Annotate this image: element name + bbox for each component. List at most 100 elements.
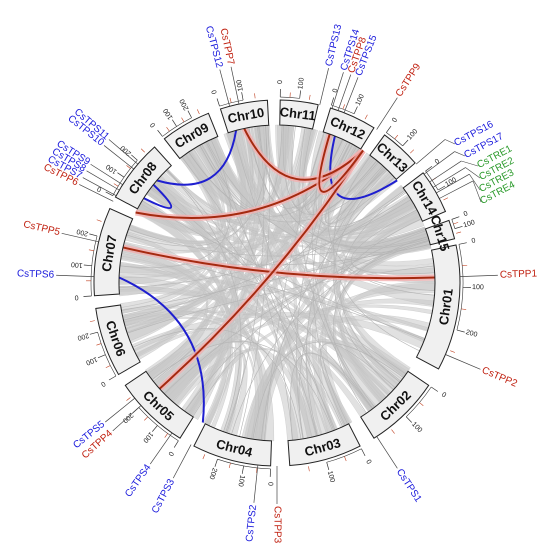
gene-leader-line <box>82 177 117 196</box>
tick-axis <box>217 458 271 470</box>
tick-mark <box>331 97 335 106</box>
chromosome-box <box>279 99 319 130</box>
tick-mark <box>299 90 301 99</box>
chromosome-box <box>322 107 375 150</box>
minor-tick <box>229 97 232 103</box>
synteny-line <box>166 169 242 432</box>
tick-mark <box>458 242 467 245</box>
minor-tick <box>450 350 456 353</box>
link-cstpp5-cstpp1 <box>122 246 435 280</box>
synteny-line <box>263 132 325 441</box>
tick-mark <box>405 416 413 423</box>
tick-label: 0 <box>266 482 273 486</box>
tick-mark <box>451 216 460 220</box>
tick-mark <box>131 154 138 161</box>
tick-label: 200 <box>76 331 89 341</box>
tick-label: 100 <box>85 355 99 366</box>
chromosome-label: Chr07 <box>99 234 120 273</box>
gene-leader-line <box>465 167 481 179</box>
gene-leader-line <box>376 436 398 469</box>
gene-label: CsTPP3 <box>272 506 283 544</box>
gene-leader-line <box>444 139 456 145</box>
chromosome-label: Chr11 <box>279 104 317 123</box>
minor-tick <box>461 308 467 310</box>
gene-leader-line <box>86 170 120 191</box>
chromosome-box <box>95 304 141 376</box>
gene-leader-line <box>343 77 359 113</box>
link-cstps11-cstps12 <box>156 130 238 186</box>
chromosome-box <box>402 172 447 222</box>
synteny-line <box>232 131 335 431</box>
tick-label: 0 <box>99 379 106 387</box>
tick-label: 0 <box>211 89 219 95</box>
gene-leader-line <box>331 72 344 109</box>
tick-mark <box>89 331 98 335</box>
tick-label: 0 <box>149 121 157 128</box>
gene-leader-line <box>230 66 240 105</box>
tick-mark <box>326 462 330 471</box>
link-cstpp4-cstpp9 <box>158 149 364 390</box>
synteny-line <box>289 352 373 441</box>
synteny-line <box>260 177 396 441</box>
tick-label: 100 <box>297 77 305 90</box>
synteny-line <box>333 169 394 390</box>
minor-tick <box>144 416 149 421</box>
tick-label: 0 <box>277 80 284 84</box>
synteny-line <box>188 146 358 217</box>
tick-mark <box>105 191 113 196</box>
synteny-line <box>141 200 425 341</box>
chromosome-label: Chr01 <box>436 287 456 326</box>
gene-leader-line <box>472 180 482 203</box>
synteny-line <box>119 199 412 288</box>
minor-tick <box>342 104 345 110</box>
tick-label: 0 <box>332 88 340 94</box>
gene-leader-line <box>172 444 192 479</box>
minor-tick <box>105 365 111 368</box>
minor-tick <box>126 397 131 401</box>
gene-leader-line <box>103 145 135 170</box>
chromosome-chr01: Chr01 0 100 200 <box>415 237 484 370</box>
minor-tick <box>344 456 347 462</box>
gene-leader-line <box>253 464 259 503</box>
synteny-line <box>199 144 318 436</box>
minor-tick <box>443 197 449 201</box>
synteny-line <box>332 236 429 414</box>
minor-tick <box>89 320 95 322</box>
synteny-line <box>231 240 430 435</box>
gene-leader-line <box>56 274 95 277</box>
gene-cstpp3: CsTPP3 <box>272 466 283 544</box>
gene-leader-line <box>79 184 114 202</box>
tick-mark <box>152 425 158 432</box>
gene-leader-line <box>337 74 352 111</box>
minor-tick <box>202 454 206 460</box>
tick-axis <box>138 407 179 441</box>
tick-label: 100 <box>71 260 83 268</box>
chromosome-box <box>193 423 273 467</box>
gene-leader-line <box>439 180 474 199</box>
gene-leader-line <box>319 68 329 106</box>
synteny-line <box>188 151 387 223</box>
gene-leader-line <box>423 151 455 175</box>
tick-mark <box>97 354 106 359</box>
tick-label: 200 <box>179 98 191 112</box>
gene-label: CsTPS6 <box>17 268 55 280</box>
synteny-line <box>339 191 406 383</box>
synteny-line <box>181 156 343 427</box>
tick-mark <box>157 129 163 137</box>
synteny-line <box>333 155 420 352</box>
tick-mark <box>361 448 366 457</box>
synteny-line <box>164 239 430 395</box>
chromosome-box <box>360 370 430 439</box>
gene-leader-line <box>149 432 173 465</box>
tick-label: 0 <box>74 293 78 300</box>
tick-mark <box>241 465 244 474</box>
tick-mark <box>108 375 117 381</box>
synteny-line <box>282 125 379 215</box>
link-cstps15-cstps16 <box>329 135 398 200</box>
